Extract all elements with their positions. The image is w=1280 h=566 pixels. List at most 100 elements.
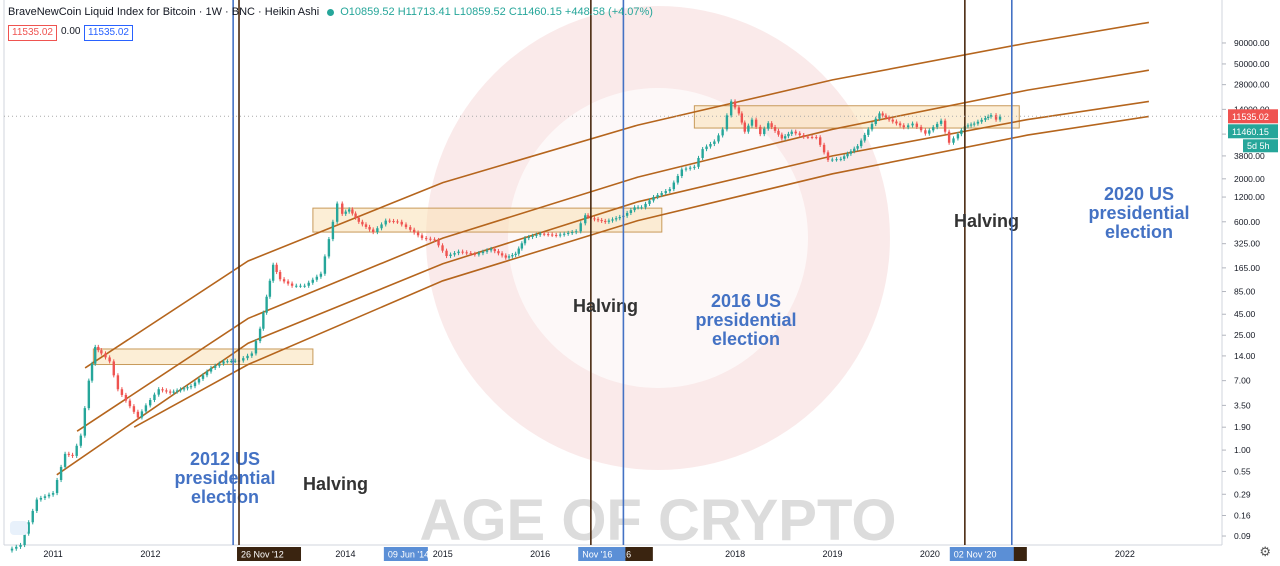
candle-body bbox=[538, 233, 542, 235]
candle-body bbox=[676, 176, 680, 183]
candle-body bbox=[489, 248, 493, 251]
candle-body bbox=[140, 411, 144, 418]
candle-body bbox=[562, 233, 566, 235]
market-status-icon bbox=[327, 8, 335, 16]
price-tick-label: 0.29 bbox=[1234, 489, 1251, 499]
candle-body bbox=[586, 215, 590, 217]
candle-body bbox=[668, 189, 672, 192]
election-annotation: presidential bbox=[695, 310, 796, 330]
symbol-title[interactable]: BraveNewCoin Liquid Index for Bitcoin · … bbox=[8, 6, 320, 18]
candle-body bbox=[90, 363, 94, 381]
candle-body bbox=[856, 146, 859, 149]
ask-price-pill[interactable]: 11535.02 bbox=[84, 25, 133, 41]
candle-body bbox=[787, 133, 790, 137]
candle-body bbox=[989, 115, 993, 117]
time-axis-marker-label: 02 Nov '20 bbox=[954, 550, 997, 560]
candle-body bbox=[906, 125, 910, 128]
price-tick-label: 1200.00 bbox=[1234, 192, 1265, 202]
bid-price-pill[interactable]: 11535.02 bbox=[8, 25, 57, 41]
candle-body bbox=[445, 250, 448, 257]
election-annotation: 2016 US bbox=[711, 291, 781, 311]
candle-body bbox=[919, 126, 923, 131]
candle-body bbox=[822, 144, 826, 153]
time-tick-label: 2022 bbox=[1115, 549, 1135, 559]
candle-body bbox=[275, 264, 278, 272]
candle-body bbox=[39, 497, 43, 500]
candle-body bbox=[108, 357, 111, 362]
price-tick-label: 2000.00 bbox=[1234, 174, 1265, 184]
candle-body bbox=[629, 210, 633, 213]
candle-body bbox=[648, 200, 651, 204]
candle-body bbox=[966, 125, 970, 127]
candle-body bbox=[15, 546, 18, 549]
ohlc-readout: O10859.52 H11713.41 L10859.52 C11460.15 … bbox=[340, 6, 653, 18]
candle-body bbox=[895, 121, 898, 124]
candle-body bbox=[222, 361, 225, 364]
watermark bbox=[426, 6, 890, 470]
candle-body bbox=[437, 240, 440, 246]
price-tick-label: 50000.00 bbox=[1234, 59, 1270, 69]
candle-body bbox=[286, 281, 290, 284]
candle-body bbox=[218, 363, 221, 366]
candle-body bbox=[640, 207, 643, 209]
candle-body bbox=[384, 220, 387, 225]
candle-body bbox=[721, 129, 724, 136]
candle-body bbox=[59, 466, 63, 480]
candle-body bbox=[282, 279, 286, 282]
candle-body bbox=[388, 220, 391, 222]
election-annotation: 2012 US bbox=[190, 449, 260, 469]
time-tick-label: 2015 bbox=[433, 549, 453, 559]
candle-body bbox=[884, 115, 888, 118]
price-tick-label: 7.00 bbox=[1234, 376, 1251, 386]
candle-body bbox=[881, 113, 884, 116]
candle-body bbox=[729, 101, 733, 116]
price-tick-label: 0.09 bbox=[1234, 531, 1251, 541]
candle-body bbox=[660, 193, 663, 196]
candle-body bbox=[976, 121, 980, 124]
settings-gear-icon[interactable]: ⚙ bbox=[1259, 544, 1271, 559]
candle-body bbox=[357, 217, 360, 222]
spread-value: 0.00 bbox=[61, 26, 81, 37]
candle-body bbox=[132, 406, 136, 412]
candle-body bbox=[783, 136, 787, 139]
candle-body bbox=[441, 245, 444, 251]
time-tick-label: 2018 bbox=[725, 549, 745, 559]
candle-body bbox=[453, 253, 456, 255]
candle-body bbox=[226, 361, 229, 363]
candle-body bbox=[747, 125, 750, 132]
price-tick-label: 45.00 bbox=[1234, 309, 1256, 319]
halving-annotation: Halving bbox=[573, 296, 638, 316]
candle-body bbox=[233, 360, 237, 362]
candle-body bbox=[242, 358, 245, 361]
price-tick-label: 28000.00 bbox=[1234, 80, 1270, 90]
candle-body bbox=[870, 124, 874, 130]
candle-body bbox=[507, 256, 511, 258]
candle-body bbox=[469, 253, 472, 255]
candle-body bbox=[898, 123, 902, 126]
candle-body bbox=[213, 365, 217, 368]
candle-body bbox=[600, 220, 603, 222]
tradingview-logo-icon[interactable] bbox=[10, 521, 28, 535]
candle-body bbox=[27, 522, 30, 534]
candle-body bbox=[853, 148, 856, 152]
candle-body bbox=[43, 496, 47, 498]
candle-body bbox=[112, 361, 115, 376]
close-price-label: 11460.15 bbox=[1232, 127, 1269, 137]
time-tick-label: 2019 bbox=[823, 549, 843, 559]
candle-body bbox=[527, 236, 530, 239]
candle-body bbox=[614, 218, 618, 220]
candle-body bbox=[351, 209, 354, 214]
candle-body bbox=[23, 533, 26, 545]
candle-body bbox=[915, 123, 919, 127]
candle-body bbox=[891, 119, 894, 122]
consolidation-box-3 bbox=[693, 105, 1020, 129]
price-tick-label: 1.00 bbox=[1234, 445, 1251, 455]
candle-body bbox=[63, 453, 67, 467]
candle-body bbox=[323, 256, 327, 274]
candle-body bbox=[344, 211, 347, 214]
candle-body bbox=[246, 355, 249, 359]
candle-body bbox=[83, 408, 87, 436]
ohlc-low: L10859.52 bbox=[453, 6, 506, 18]
time-axis-marker-label: 26 Nov '12 bbox=[241, 550, 284, 560]
